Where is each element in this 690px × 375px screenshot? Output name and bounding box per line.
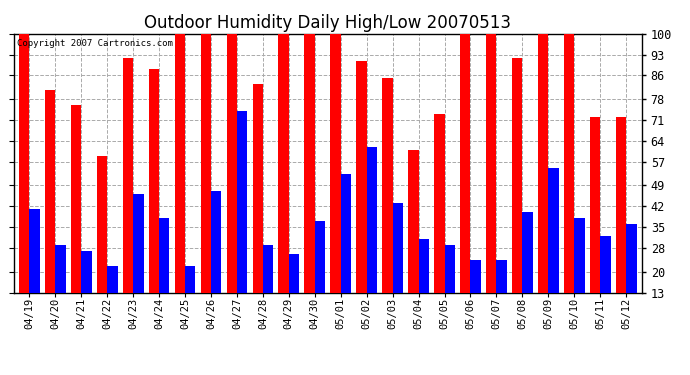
Bar — [419, 239, 429, 292]
Bar — [279, 34, 289, 292]
Bar — [175, 34, 185, 292]
Bar — [81, 251, 92, 292]
Bar — [263, 245, 273, 292]
Bar — [97, 156, 107, 292]
Bar — [444, 245, 455, 292]
Bar — [366, 147, 377, 292]
Bar — [496, 260, 506, 292]
Bar — [211, 191, 221, 292]
Bar — [331, 34, 341, 292]
Bar — [408, 150, 419, 292]
Bar — [626, 224, 636, 292]
Bar — [123, 57, 133, 292]
Bar — [538, 34, 549, 292]
Bar — [71, 105, 81, 292]
Bar — [460, 34, 471, 292]
Bar — [201, 34, 211, 292]
Bar — [159, 218, 170, 292]
Bar — [615, 117, 626, 292]
Text: Copyright 2007 Cartronics.com: Copyright 2007 Cartronics.com — [17, 39, 172, 48]
Bar — [564, 34, 574, 292]
Bar — [30, 209, 40, 292]
Bar — [590, 117, 600, 292]
Bar — [149, 69, 159, 292]
Bar — [382, 78, 393, 292]
Bar — [289, 254, 299, 292]
Title: Outdoor Humidity Daily High/Low 20070513: Outdoor Humidity Daily High/Low 20070513 — [144, 14, 511, 32]
Bar — [185, 266, 195, 292]
Bar — [107, 266, 117, 292]
Bar — [341, 174, 351, 292]
Bar — [522, 212, 533, 292]
Bar — [304, 34, 315, 292]
Bar — [19, 34, 30, 292]
Bar — [600, 236, 611, 292]
Bar — [237, 111, 247, 292]
Bar — [226, 34, 237, 292]
Bar — [45, 90, 55, 292]
Bar — [486, 34, 496, 292]
Bar — [253, 84, 263, 292]
Bar — [356, 60, 366, 292]
Bar — [55, 245, 66, 292]
Bar — [133, 194, 144, 292]
Bar — [512, 57, 522, 292]
Bar — [549, 168, 559, 292]
Bar — [574, 218, 584, 292]
Bar — [315, 221, 325, 292]
Bar — [393, 203, 403, 292]
Bar — [471, 260, 481, 292]
Bar — [434, 114, 444, 292]
